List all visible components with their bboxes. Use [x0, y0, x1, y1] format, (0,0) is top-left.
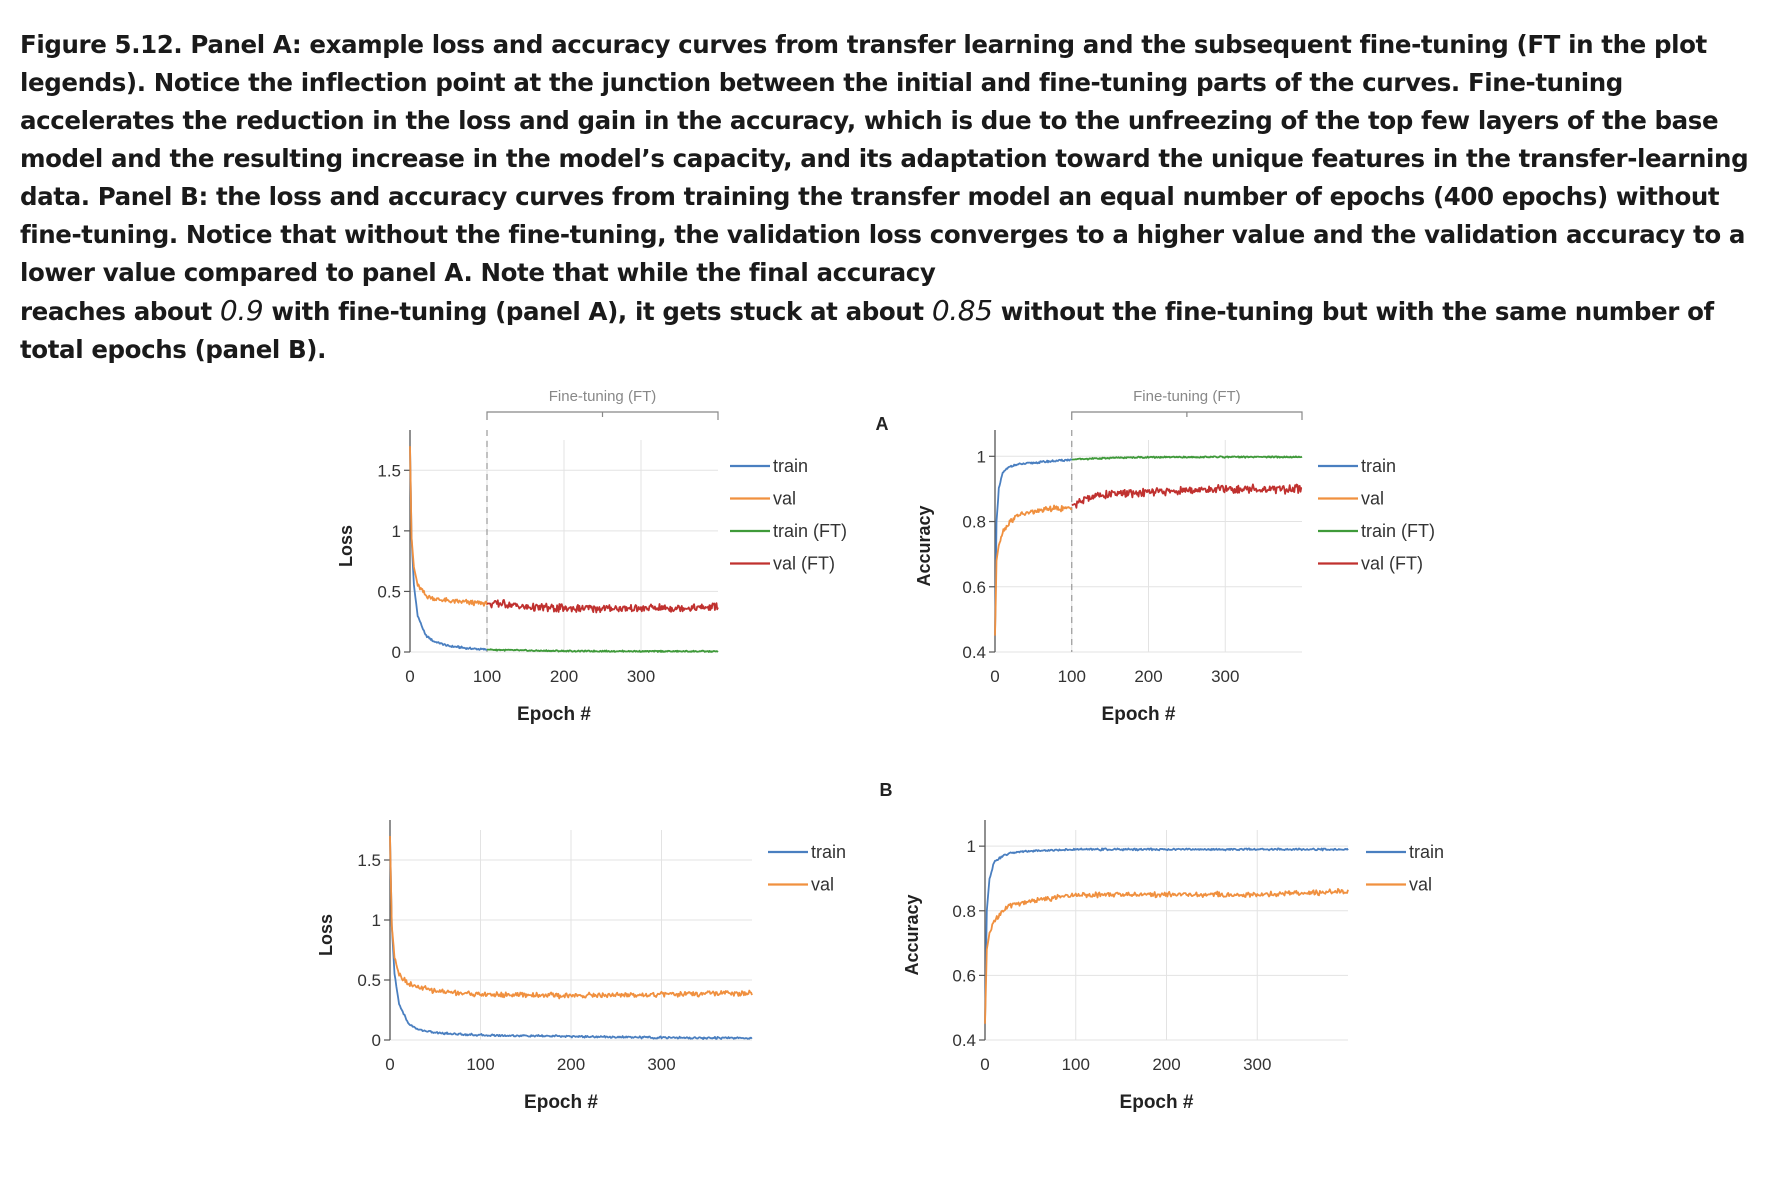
x-tick-label: 300 — [647, 1055, 675, 1074]
x-tick-label: 100 — [1058, 667, 1086, 686]
y-tick-label: 1.5 — [377, 461, 401, 480]
legend-label: val — [1361, 489, 1384, 509]
y-axis-label: Accuracy — [914, 505, 934, 586]
fine-tuning-bracket — [486, 411, 719, 420]
y-tick-label: 1 — [372, 911, 381, 930]
y-tick-label: 0.5 — [377, 582, 401, 601]
x-tick-label: 200 — [550, 667, 578, 686]
y-tick-label: 0.8 — [962, 513, 986, 532]
x-tick-label: 0 — [980, 1055, 989, 1074]
series-line-val-ft — [486, 599, 719, 614]
x-tick-label: 100 — [466, 1055, 494, 1074]
x-axis-label: Epoch # — [1102, 704, 1176, 725]
x-tick-label: 200 — [1152, 1055, 1180, 1074]
panel-label-b: B — [880, 780, 893, 800]
x-axis-label: Epoch # — [517, 704, 591, 725]
x-axis-label: Epoch # — [1120, 1092, 1194, 1113]
fine-tuning-annotation: Fine-tuning (FT) — [549, 388, 657, 405]
y-tick-label: 0.4 — [952, 1031, 976, 1050]
x-tick-label: 200 — [1134, 667, 1162, 686]
x-tick-label: 0 — [385, 1055, 394, 1074]
chart-B-acc: 0.4 0.6 0.8 1 0 100 200 300 Epoch # Accuracy train… — [902, 820, 1444, 1113]
legend-label: val — [1409, 875, 1432, 895]
panel-label-a: A — [876, 414, 889, 434]
x-axis-label: Epoch # — [524, 1092, 598, 1113]
y-axis-label: Loss — [336, 525, 356, 567]
series-line-val — [994, 504, 1073, 636]
caption-text-2c: without the fine-tuning but with the sam… — [20, 297, 1714, 364]
chart-B-loss: 0 0.5 1 1.5 0 100 200 300 Epoch # Loss train val — [316, 820, 846, 1113]
caption-value-b: 0.85 — [931, 294, 993, 327]
y-axis-label: Accuracy — [902, 894, 922, 975]
y-tick-label: 0.6 — [962, 578, 986, 597]
legend-label: val — [811, 875, 834, 895]
legend-label: train (FT) — [1361, 521, 1435, 541]
x-tick-label: 100 — [1062, 1055, 1090, 1074]
x-tick-label: 300 — [1243, 1055, 1271, 1074]
series-line-val — [409, 446, 488, 607]
legend-label: train — [1361, 456, 1396, 476]
legend-label: train — [1409, 842, 1444, 862]
y-tick-label: 0 — [392, 643, 401, 662]
legend-label: val — [773, 489, 796, 509]
x-tick-label: 300 — [1211, 667, 1239, 686]
series-line-train — [984, 847, 1349, 1024]
series-line-train — [409, 446, 488, 651]
fine-tuning-annotation: Fine-tuning (FT) — [1133, 388, 1241, 405]
series-line-val — [389, 835, 753, 1000]
x-tick-label: 0 — [990, 667, 999, 686]
y-tick-label: 0.8 — [952, 902, 976, 921]
y-tick-label: 1 — [977, 447, 986, 466]
legend-label: train (FT) — [773, 521, 847, 541]
y-tick-label: 1 — [967, 837, 976, 856]
y-axis-label: Loss — [316, 914, 336, 956]
series-line-train-ft — [1071, 455, 1303, 461]
x-tick-label: 100 — [473, 667, 501, 686]
y-tick-label: 0.5 — [357, 971, 381, 990]
y-tick-label: 1.5 — [357, 851, 381, 870]
caption-text-2b: with fine-tuning (panel A), it gets stuc… — [263, 297, 932, 326]
x-tick-label: 0 — [405, 667, 414, 686]
figure-caption: Figure 5.12. Panel A: example loss and a… — [20, 26, 1750, 369]
caption-value-a: 0.9 — [219, 294, 264, 327]
y-tick-label: 1 — [392, 522, 401, 541]
legend-label: val (FT) — [1361, 554, 1423, 574]
y-tick-label: 0.4 — [962, 643, 986, 662]
x-tick-label: 300 — [627, 667, 655, 686]
caption-text-2a: reaches about — [20, 297, 220, 326]
series-line-train — [389, 835, 753, 1040]
series-line-train-ft — [486, 648, 719, 653]
x-tick-label: 200 — [557, 1055, 585, 1074]
series-line-val-ft — [1071, 483, 1303, 509]
legend-label: train — [773, 456, 808, 476]
series-line-train — [994, 458, 1073, 636]
y-tick-label: 0 — [372, 1031, 381, 1050]
y-tick-label: 0.6 — [952, 966, 976, 985]
chart-A-loss: Fine-tuning (FT) 0 0.5 1 1.5 0 100 200 300 Epoch … — [336, 388, 847, 725]
legend-label: train — [811, 842, 846, 862]
series-line-val — [984, 888, 1349, 1024]
fine-tuning-bracket — [1071, 411, 1303, 420]
legend-label: val (FT) — [773, 554, 835, 574]
chart-A-acc: Fine-tuning (FT) 0.4 0.6 0.8 1 0 100 200 300 Epoc… — [914, 388, 1435, 725]
caption-text: Figure 5.12. Panel A: example loss and a… — [20, 30, 1749, 287]
